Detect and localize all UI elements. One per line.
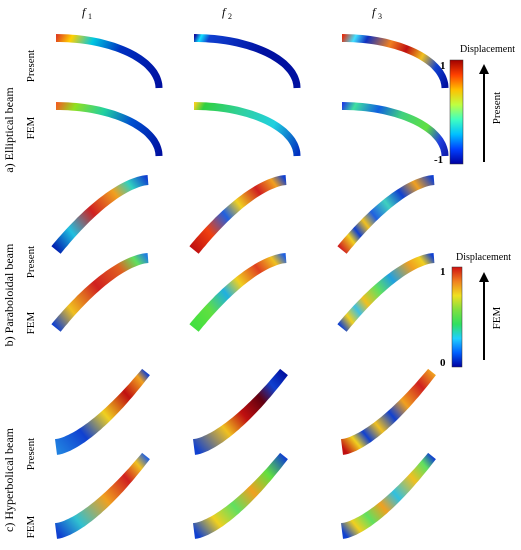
legend-fem-max: 1 [440, 266, 446, 278]
row-label-elliptical-fem: FEM [25, 116, 37, 139]
beam-parabola-mode2-fem [189, 253, 287, 332]
beam-parabola-mode1-present [51, 175, 149, 254]
legend-present-colorbar [449, 59, 464, 165]
beam-parabola-mode3-present [337, 175, 435, 254]
legend-present-title: Displacement [460, 44, 515, 55]
beam-hyperbola-mode1-present [55, 368, 150, 455]
beam-ellipse-mode2-present [194, 34, 301, 89]
group-label-hyperbolical: c) Hyperbolical beam [2, 427, 16, 532]
column-header-2-label: f [222, 5, 227, 19]
legend-fem-colorbar [451, 266, 463, 368]
beam-parabola-mode1-fem [51, 253, 149, 332]
column-header-1-label: f [82, 5, 87, 19]
column-header-3-label: f [372, 5, 377, 19]
legend-present: Displacement 1 -1 Present [434, 44, 515, 166]
beam-parabola-mode2-present [189, 175, 287, 254]
legend-fem-arrow-label: FEM [491, 306, 503, 329]
group-label-paraboloidal: b) Paraboloidal beam [2, 243, 16, 346]
beam-ellipse-mode1-present [56, 34, 163, 89]
row-label-hyperbolical-present: Present [25, 438, 37, 470]
legend-fem-title: Displacement [456, 252, 511, 263]
column-header-3: f 3 [372, 5, 382, 21]
beams [51, 34, 449, 539]
legend-present-min: -1 [434, 154, 443, 166]
beam-hyperbola-mode2-fem [193, 452, 288, 539]
beam-ellipse-mode3-fem [342, 102, 449, 157]
column-header-1: f 1 [82, 5, 92, 21]
beam-hyperbola-mode2-present [193, 368, 288, 455]
row-label-elliptical-present: Present [25, 50, 37, 82]
beam-ellipse-mode1-fem [56, 102, 163, 157]
beam-hyperbola-mode3-fem [341, 452, 436, 539]
group-label-elliptical: a) Elliptical beam [2, 87, 16, 173]
column-header-2-sub: 2 [228, 12, 232, 21]
column-header-1-sub: 1 [88, 12, 92, 21]
beam-ellipse-mode2-fem [194, 102, 301, 157]
beam-ellipse-mode3-present [342, 34, 449, 89]
column-header-3-sub: 3 [378, 12, 382, 21]
row-label-paraboloidal-fem: FEM [25, 311, 37, 334]
legend-fem-arrowhead [479, 272, 489, 282]
beam-hyperbola-mode1-fem [55, 452, 150, 539]
beam-parabola-mode3-fem [337, 253, 435, 332]
legend-present-arrow-label: Present [491, 92, 503, 124]
legend-present-max: 1 [440, 60, 446, 72]
row-label-paraboloidal-present: Present [25, 246, 37, 278]
row-label-hyperbolical-fem: FEM [25, 515, 37, 538]
legend-fem-min: 0 [440, 357, 446, 369]
legend-fem: Displacement 1 0 FEM [440, 252, 511, 369]
beam-hyperbola-mode3-present [341, 368, 436, 455]
legend-present-arrowhead [479, 64, 489, 74]
column-header-2: f 2 [222, 5, 232, 21]
